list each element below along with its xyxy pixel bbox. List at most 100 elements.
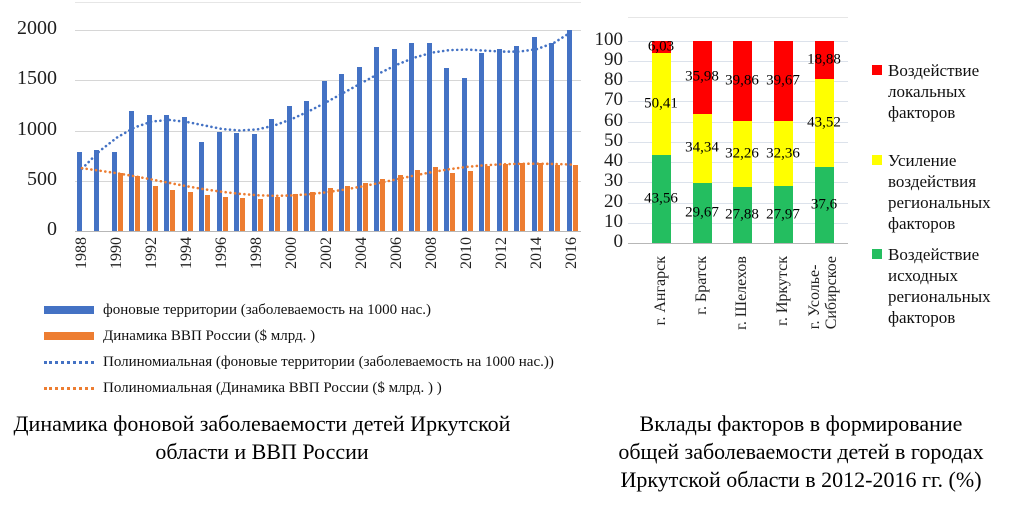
- bar-disease: [304, 101, 309, 231]
- left-chart-legend: фоновые территории (заболеваемость на 10…: [44, 297, 574, 401]
- y-axis-tick-label: 100: [594, 28, 624, 50]
- data-label: 27,88: [725, 206, 759, 223]
- y-axis-tick-label: 2000: [17, 17, 57, 39]
- y-axis-tick-label: 60: [604, 109, 623, 131]
- data-label: 43,56: [644, 190, 678, 207]
- bar-disease: [461, 78, 467, 231]
- stack-segment-yellow: [692, 113, 712, 183]
- bar-disease: [181, 117, 187, 231]
- left-chart-caption: Динамика фоновой заболеваемости детей Ир…: [13, 411, 511, 464]
- data-label: 34,34: [685, 139, 719, 156]
- bar-gdp: [275, 196, 280, 231]
- right-chart-caption: Вклады факторов в формирование общей заб…: [618, 411, 984, 492]
- legend-item: Полиномиальная (Динамика ВВП России ($ м…: [44, 375, 574, 401]
- bar-disease: [94, 150, 99, 231]
- right-chart-legend: Воздействие локальных факторов Усиление в…: [872, 60, 1022, 328]
- stack-segment-red: [732, 40, 752, 122]
- data-label: 50,41: [644, 95, 678, 112]
- grid-line: [75, 80, 581, 82]
- bar-disease: [549, 42, 554, 231]
- data-label: 32,26: [725, 145, 759, 162]
- bar-disease: [286, 105, 292, 231]
- city-label: г. Усолье- Сибирское: [806, 256, 840, 330]
- plot-top-border: [75, 2, 581, 3]
- legend-label: Воздействие локальных факторов: [888, 61, 980, 122]
- city-label: г. Ангарск: [652, 256, 669, 326]
- y-axis-tick-label: 70: [604, 89, 623, 111]
- bar-gdp: [432, 167, 438, 231]
- legend-swatch-dotted: [44, 360, 94, 364]
- bar-gdp: [572, 164, 578, 231]
- y-axis-tick-label: 80: [604, 69, 623, 91]
- legend-swatch: [872, 65, 882, 75]
- data-label: 18,88: [807, 51, 841, 68]
- bar-disease: [269, 118, 274, 231]
- y-axis-tick-label: 0: [47, 218, 57, 240]
- legend-item: Усиление воздействия региональных фактор…: [872, 150, 1022, 234]
- plot-top-border: [628, 17, 848, 18]
- legend-label: Усиление воздействия региональных фактор…: [888, 151, 991, 233]
- legend-label: фоновые территории (заболеваемость на 10…: [103, 301, 432, 318]
- bar-disease: [374, 46, 379, 231]
- y-axis-tick-label: 90: [604, 48, 623, 70]
- left-chart: 0 500 1000 1500 2000 1988 1990 1992 1994 1996 1998…: [17, 2, 581, 269]
- y-axis-tick-label: 30: [604, 170, 623, 192]
- grid-line: [75, 180, 581, 182]
- bar-gdp: [170, 189, 175, 231]
- bar-gdp: [467, 170, 473, 231]
- bar-disease: [216, 131, 222, 231]
- bar-disease: [321, 81, 327, 231]
- y-axis-tick-label: 1000: [17, 117, 57, 140]
- bar-disease: [199, 141, 204, 231]
- stack-segment-yellow: [814, 78, 834, 167]
- legend-item: фоновые территории (заболеваемость на 10…: [44, 297, 574, 323]
- stack-segment-yellow: [773, 120, 793, 187]
- stack-segment-red: [773, 40, 793, 121]
- bar-gdp: [397, 174, 403, 231]
- stack-segment-yellow: [651, 52, 671, 155]
- y-axis-tick-label: 0: [613, 231, 624, 252]
- data-label: 37,6: [810, 196, 838, 213]
- bar-gdp: [415, 170, 420, 231]
- y-axis-tick-label: 1500: [17, 67, 57, 90]
- data-label: 29,67: [685, 204, 719, 221]
- bar-disease: [251, 134, 257, 231]
- grid-line: [75, 130, 581, 132]
- bar-disease: [479, 52, 484, 231]
- bar-gdp: [502, 164, 508, 231]
- data-label: 39,67: [766, 72, 800, 89]
- data-label: 27,97: [766, 206, 800, 223]
- legend-label: Полиномиальная (Динамика ВВП России ($ м…: [103, 379, 442, 396]
- bar-disease: [164, 115, 169, 231]
- bar-gdp: [257, 198, 263, 231]
- legend-swatch: [872, 155, 882, 165]
- bar-disease: [426, 42, 432, 231]
- bar-gdp: [240, 197, 245, 231]
- trend-lines: [80, 30, 574, 198]
- bar-gdp: [222, 196, 228, 231]
- x-axis-line: [75, 231, 581, 232]
- bar-disease: [76, 151, 82, 231]
- bar-disease: [356, 67, 362, 231]
- bar-disease: [339, 74, 344, 231]
- bar-disease: [129, 111, 134, 231]
- data-label: 6,03: [647, 38, 675, 55]
- bar-gdp: [117, 173, 123, 231]
- bar-gdp: [450, 173, 455, 231]
- bar-gdp: [135, 175, 140, 231]
- bar-disease: [391, 48, 397, 231]
- bar-gdp: [152, 186, 158, 231]
- legend-item: Воздействие исходных региональных фактор…: [872, 244, 1022, 328]
- data-label: 35,98: [685, 68, 719, 85]
- bar-gdp: [380, 178, 385, 231]
- bar-disease: [444, 67, 449, 231]
- city-label: г. Иркутск: [774, 256, 791, 326]
- y-axis-tick-label: 500: [27, 167, 57, 190]
- data-label: 43,52: [807, 114, 841, 131]
- bar-gdp: [537, 163, 543, 231]
- bar-disease: [531, 37, 537, 231]
- y-axis-tick-label: 40: [604, 150, 623, 172]
- y-axis-tick-label: 50: [604, 129, 623, 151]
- data-label: 39,86: [725, 72, 759, 89]
